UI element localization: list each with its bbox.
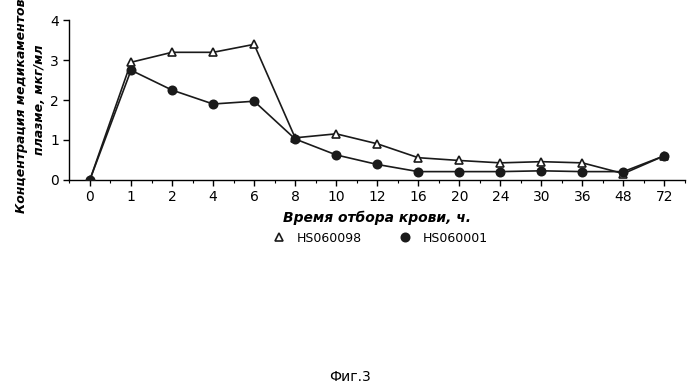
HS060001 <box>496 169 505 174</box>
HS060001 <box>127 68 135 73</box>
HS060001 <box>250 99 258 103</box>
Y-axis label: Концентрация медикаментов в
плазме, мкг/мл: Концентрация медикаментов в плазме, мкг/… <box>15 0 46 213</box>
Legend: HS060098, HS060001: HS060098, HS060001 <box>262 227 493 250</box>
Line: HS060098: HS060098 <box>86 40 668 184</box>
Text: Фиг.3: Фиг.3 <box>329 370 371 384</box>
HS060098 <box>414 155 423 160</box>
HS060001 <box>578 169 587 174</box>
HS060098 <box>291 136 300 140</box>
HS060001 <box>86 177 94 182</box>
HS060001 <box>209 102 217 106</box>
HS060098 <box>86 177 94 182</box>
HS060001 <box>620 169 628 174</box>
HS060098 <box>373 142 382 146</box>
Line: HS060001: HS060001 <box>86 66 668 184</box>
HS060001 <box>660 153 668 158</box>
HS060001 <box>537 169 545 173</box>
HS060098 <box>168 50 176 54</box>
HS060001 <box>332 152 340 157</box>
HS060098 <box>496 160 505 165</box>
HS060098 <box>209 50 217 54</box>
HS060098 <box>620 171 628 176</box>
HS060098 <box>127 60 135 65</box>
HS060098 <box>578 160 587 165</box>
HS060001 <box>168 88 176 93</box>
X-axis label: Время отбора крови, ч.: Время отбора крови, ч. <box>284 211 471 225</box>
HS060098 <box>455 158 463 163</box>
HS060098 <box>250 42 258 47</box>
HS060098 <box>537 159 545 164</box>
HS060001 <box>291 137 300 142</box>
HS060098 <box>660 153 668 158</box>
HS060098 <box>332 131 340 136</box>
HS060001 <box>373 162 382 167</box>
HS060001 <box>414 169 423 174</box>
HS060001 <box>455 169 463 174</box>
